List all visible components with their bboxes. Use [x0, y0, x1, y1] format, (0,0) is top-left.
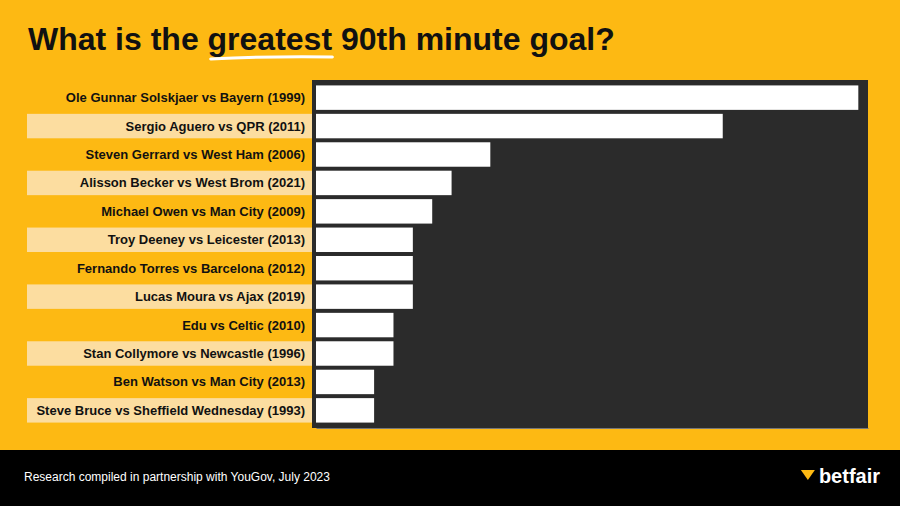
bar	[316, 341, 393, 365]
category-label: Steven Gerrard vs West Ham (2006)	[86, 147, 305, 162]
x-axis	[317, 428, 869, 429]
label-box	[27, 398, 312, 422]
title-word: 90th	[332, 21, 407, 57]
category-label: Troy Deeney vs Leicester (2013)	[108, 232, 305, 247]
bar	[316, 228, 413, 252]
category-label: Edu vs Celtic (2010)	[182, 318, 305, 333]
footer-note: Research compiled in partnership with Yo…	[24, 470, 330, 484]
background	[0, 0, 900, 506]
category-label: Lucas Moura vs Ajax (2019)	[135, 289, 305, 304]
category-label: Ben Watson vs Man City (2013)	[113, 374, 305, 389]
title-word: minute	[407, 21, 521, 57]
category-label: Fernando Torres vs Barcelona (2012)	[77, 261, 305, 276]
bar	[316, 85, 858, 109]
footer-band	[0, 450, 900, 506]
brand-arrow	[801, 470, 815, 480]
y-axis: Ole Gunnar Solskjaer vs Bayern (1999) Ser…	[36, 90, 305, 418]
x-axis-line	[317, 428, 869, 429]
category-label: Ole Gunnar Solskjaer vs Bayern (1999)	[66, 90, 305, 105]
bar	[316, 114, 723, 138]
bar	[316, 171, 452, 195]
bar	[316, 398, 374, 422]
category-label: Michael Owen vs Man City (2009)	[101, 204, 305, 219]
bar	[316, 142, 490, 166]
label-box	[27, 114, 312, 138]
label-box	[27, 171, 312, 195]
title-word: goal?	[521, 21, 615, 57]
bar	[316, 199, 432, 223]
label-box	[27, 341, 312, 365]
category-label: Alisson Becker vs West Brom (2021)	[80, 175, 305, 190]
title-word: is	[106, 21, 142, 57]
bar	[316, 256, 413, 280]
plot-panel	[312, 80, 868, 428]
category-label: Steve Bruce vs Sheffield Wednesday (1993…	[36, 403, 305, 418]
title-word: What	[28, 21, 107, 57]
bar	[316, 370, 374, 394]
chart: What is the greatest 90th minute goal? Ol…	[0, 0, 900, 506]
title-underline	[211, 57, 333, 59]
title-word: the	[142, 21, 199, 57]
label-box	[27, 228, 312, 252]
bar	[316, 284, 413, 308]
title: What is the greatest 90th minute goal?	[28, 21, 615, 57]
bar	[316, 313, 393, 337]
title-word: greatest	[199, 21, 333, 57]
category-label: Stan Collymore vs Newcastle (1996)	[83, 346, 305, 361]
label-boxes	[27, 114, 312, 423]
label-box	[27, 284, 312, 308]
category-label: Sergio Aguero vs QPR (2011)	[126, 119, 305, 134]
brand-logo: betfair	[819, 465, 880, 487]
bars	[316, 85, 858, 422]
